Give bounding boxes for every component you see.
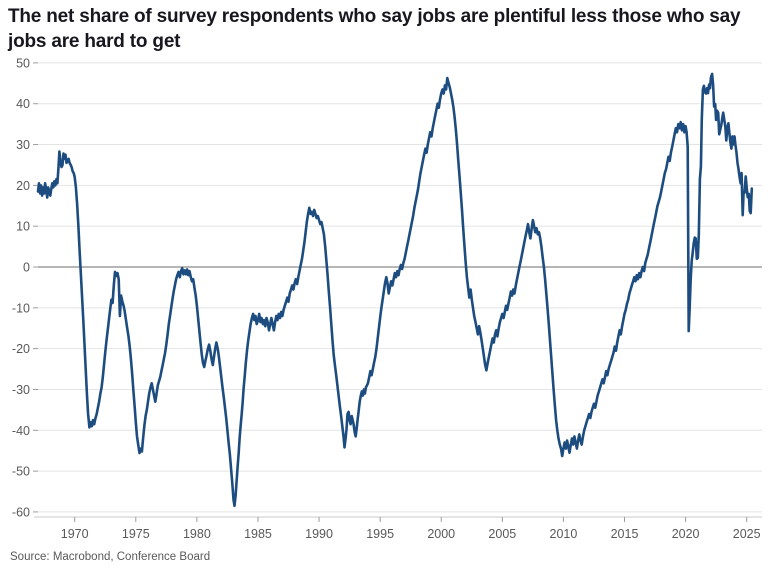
- x-tick-label: 1985: [244, 527, 272, 541]
- chart-title-line2: jobs are hard to get: [8, 31, 181, 53]
- source-note: Source: Macrobond, Conference Board: [10, 551, 211, 563]
- y-tick-label: 40: [16, 97, 30, 111]
- y-tick-label: -60: [12, 505, 30, 519]
- y-tick-label: 0: [23, 261, 30, 275]
- x-tick-label: 2005: [488, 527, 516, 541]
- chart-title-line1: The net share of survey respondents who …: [8, 6, 741, 27]
- y-tick-label: 30: [16, 138, 30, 152]
- x-tick-label: 2020: [672, 527, 700, 541]
- y-tick-label: 50: [16, 56, 30, 70]
- y-tick-label: -20: [12, 342, 30, 356]
- y-tick-label: -40: [12, 424, 30, 438]
- x-tick-label: 1975: [122, 527, 150, 541]
- x-tick-label: 1990: [305, 527, 333, 541]
- chart-title: The net share of survey respondents who …: [8, 4, 764, 54]
- data-line: [36, 72, 754, 508]
- x-tick-label: 1980: [183, 527, 211, 541]
- x-tick-label: 2025: [733, 527, 761, 541]
- y-tick-label: -30: [12, 383, 30, 397]
- x-tick-label: 1970: [61, 527, 89, 541]
- y-tick-label: 20: [16, 179, 30, 193]
- y-tick-label: -10: [12, 301, 30, 315]
- y-tick-label: 10: [16, 220, 30, 234]
- x-tick-label: 2015: [611, 527, 639, 541]
- x-tick-label: 2000: [427, 527, 455, 541]
- y-tick-label: -50: [12, 465, 30, 479]
- x-tick-label: 2010: [550, 527, 578, 541]
- x-tick-label: 1995: [366, 527, 394, 541]
